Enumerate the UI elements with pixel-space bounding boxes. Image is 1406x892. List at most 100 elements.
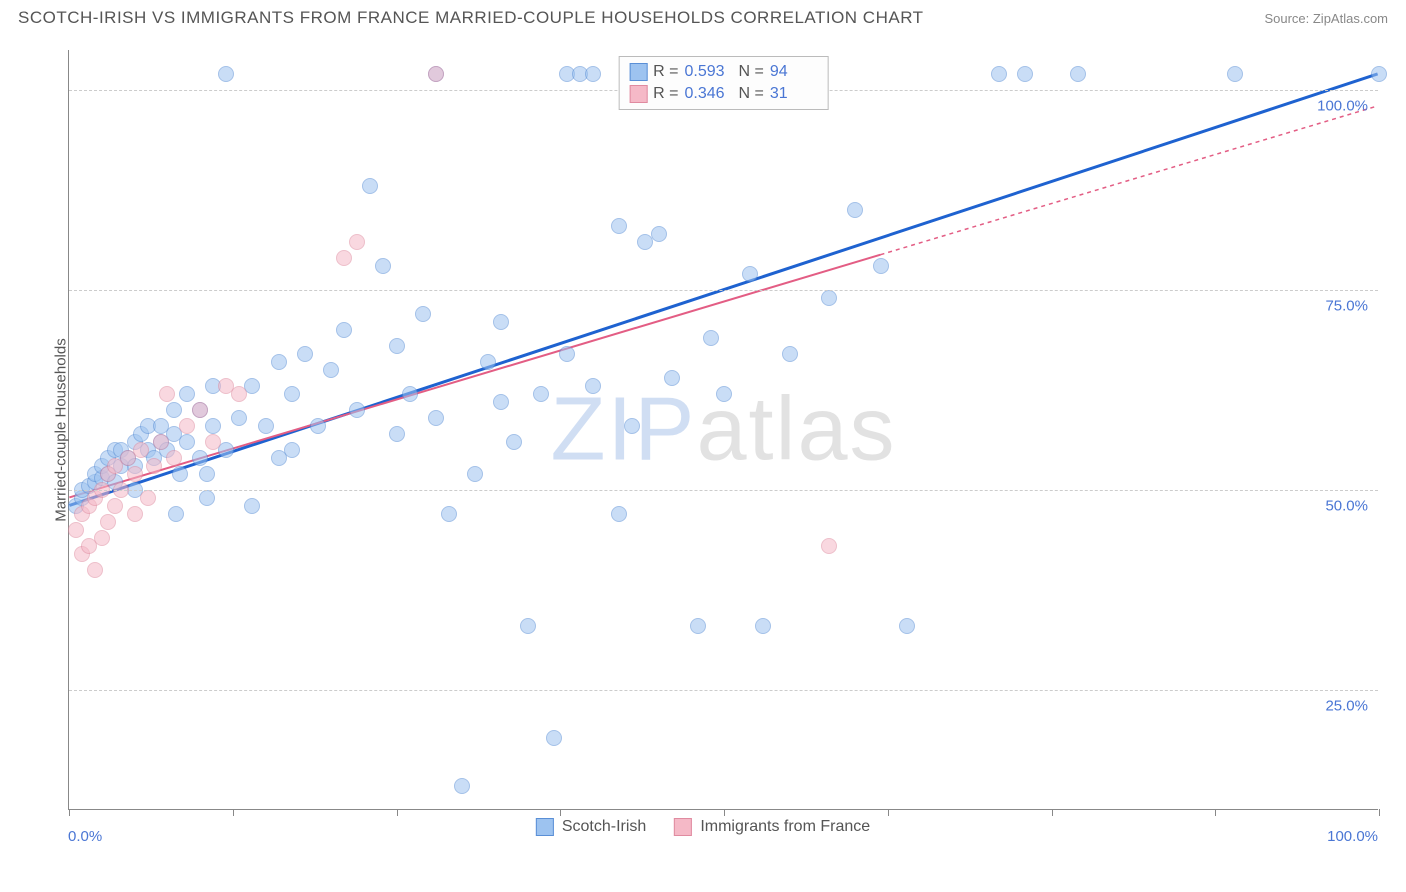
scatter-point <box>323 362 339 378</box>
scatter-point <box>179 434 195 450</box>
scatter-point <box>821 538 837 554</box>
scatter-point <box>821 290 837 306</box>
scatter-point <box>284 442 300 458</box>
scatter-point <box>1227 66 1243 82</box>
gridline-h <box>69 290 1378 291</box>
scatter-point <box>362 178 378 194</box>
x-tick <box>724 809 725 816</box>
scatter-point <box>218 66 234 82</box>
legend-stat-row: R =0.346N =31 <box>629 83 818 105</box>
scatter-point <box>1371 66 1387 82</box>
scatter-point <box>847 202 863 218</box>
y-tick-label: 100.0% <box>1317 98 1368 115</box>
scatter-point <box>480 354 496 370</box>
scatter-point <box>493 314 509 330</box>
scatter-point <box>168 506 184 522</box>
scatter-point <box>585 66 601 82</box>
n-label: N = <box>739 63 764 81</box>
scatter-point <box>127 506 143 522</box>
scatter-point <box>428 66 444 82</box>
scatter-point <box>199 466 215 482</box>
scatter-point <box>336 322 352 338</box>
scatter-point <box>87 562 103 578</box>
scatter-point <box>611 218 627 234</box>
x-tick <box>1379 809 1380 816</box>
scatter-point <box>402 386 418 402</box>
scatter-point <box>611 506 627 522</box>
scatter-point <box>205 434 221 450</box>
scatter-point <box>258 418 274 434</box>
scatter-point <box>389 338 405 354</box>
scatter-point <box>192 402 208 418</box>
r-label: R = <box>653 63 678 81</box>
y-tick-label: 75.0% <box>1325 298 1368 315</box>
scatter-point <box>533 386 549 402</box>
n-value: 31 <box>770 85 818 103</box>
scatter-point <box>68 522 84 538</box>
x-axis-max-label: 100.0% <box>1327 828 1378 845</box>
scatter-point <box>199 490 215 506</box>
x-tick <box>1215 809 1216 816</box>
scatter-point <box>690 618 706 634</box>
scatter-point <box>310 418 326 434</box>
scatter-point <box>159 386 175 402</box>
scatter-point <box>873 258 889 274</box>
scatter-point <box>467 466 483 482</box>
legend-label: Scotch-Irish <box>562 818 646 836</box>
scatter-point <box>454 778 470 794</box>
y-axis-label: Married-couple Households <box>53 338 70 521</box>
y-tick-label: 25.0% <box>1325 698 1368 715</box>
r-value: 0.593 <box>685 63 733 81</box>
scatter-point <box>375 258 391 274</box>
scatter-point <box>100 514 116 530</box>
scatter-point <box>664 370 680 386</box>
scatter-point <box>428 410 444 426</box>
x-tick <box>888 809 889 816</box>
scatter-point <box>336 250 352 266</box>
scatter-point <box>192 450 208 466</box>
scatter-point <box>166 450 182 466</box>
series-legend: Scotch-Irish Immigrants from France <box>536 818 870 836</box>
plot-area: Married-couple Households ZIPatlas R =0.… <box>68 50 1378 810</box>
scatter-point <box>107 498 123 514</box>
chart-title: SCOTCH-IRISH VS IMMIGRANTS FROM FRANCE M… <box>18 8 924 28</box>
scatter-point <box>231 386 247 402</box>
x-tick <box>1052 809 1053 816</box>
scatter-point <box>520 618 536 634</box>
x-axis-min-label: 0.0% <box>68 828 102 845</box>
scatter-point <box>441 506 457 522</box>
scatter-point <box>179 386 195 402</box>
legend-swatch <box>536 818 554 836</box>
r-value: 0.346 <box>685 85 733 103</box>
scatter-point <box>755 618 771 634</box>
legend-item: Immigrants from France <box>674 818 870 836</box>
x-tick <box>233 809 234 816</box>
legend-swatch <box>674 818 692 836</box>
scatter-point <box>231 410 247 426</box>
scatter-point <box>624 418 640 434</box>
scatter-point <box>127 466 143 482</box>
correlation-legend: R = 0.593 N = 94 R =0.346N =31 <box>618 56 829 110</box>
scatter-point <box>166 402 182 418</box>
scatter-point <box>585 378 601 394</box>
scatter-point <box>349 402 365 418</box>
scatter-point <box>1017 66 1033 82</box>
scatter-point <box>179 418 195 434</box>
x-tick <box>69 809 70 816</box>
scatter-point <box>284 386 300 402</box>
scatter-point <box>205 418 221 434</box>
watermark-brand-a: ZIP <box>550 379 696 479</box>
scatter-point <box>559 346 575 362</box>
scatter-point <box>153 434 169 450</box>
scatter-point <box>651 226 667 242</box>
scatter-point <box>244 498 260 514</box>
scatter-point <box>899 618 915 634</box>
scatter-point <box>271 354 287 370</box>
x-tick <box>397 809 398 816</box>
scatter-point <box>172 466 188 482</box>
chart-container: Married-couple Households ZIPatlas R =0.… <box>18 40 1388 850</box>
y-tick-label: 50.0% <box>1325 498 1368 515</box>
gridline-h <box>69 490 1378 491</box>
n-value: 94 <box>770 63 818 81</box>
scatter-point <box>991 66 1007 82</box>
